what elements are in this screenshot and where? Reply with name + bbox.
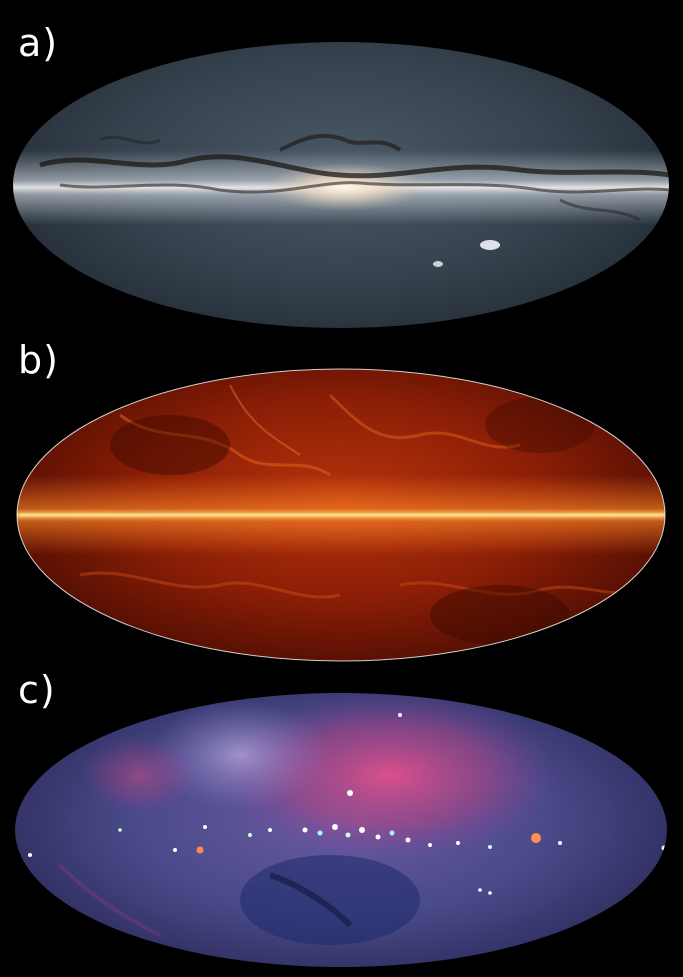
xray-sky-map [15, 693, 667, 967]
infrared-sky-map [16, 368, 666, 662]
panel-label-b: b) [18, 338, 59, 382]
panel-label-c: c) [18, 668, 56, 712]
panel-label-a: a) [18, 21, 59, 65]
panel-b: b) [0, 335, 683, 665]
xray-point-sources [28, 713, 667, 895]
optical-sky-map [13, 42, 669, 328]
panel-c: c) [0, 665, 683, 977]
panel-a: a) [0, 0, 683, 335]
